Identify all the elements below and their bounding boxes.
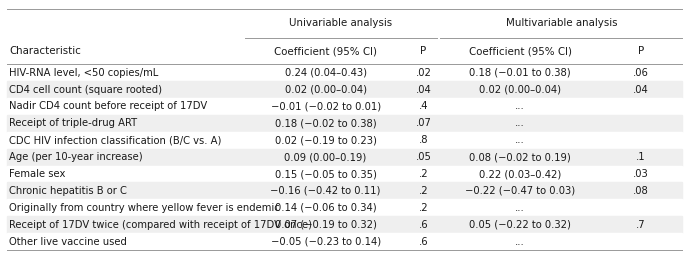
Text: −0.22 (−0.47 to 0.03): −0.22 (−0.47 to 0.03) <box>465 186 575 196</box>
Text: 0.15 (−0.05 to 0.35): 0.15 (−0.05 to 0.35) <box>275 169 376 179</box>
Text: .6: .6 <box>419 237 429 247</box>
Text: 0.22 (0.03–0.42): 0.22 (0.03–0.42) <box>479 169 561 179</box>
Bar <box>7 166 682 182</box>
Text: ...: ... <box>515 237 525 247</box>
Text: P: P <box>420 46 427 56</box>
Text: 0.24 (0.04–0.43): 0.24 (0.04–0.43) <box>284 68 367 78</box>
Bar <box>7 199 682 216</box>
Text: .04: .04 <box>633 85 649 94</box>
Text: .2: .2 <box>419 169 429 179</box>
Text: .6: .6 <box>419 220 429 230</box>
Text: ...: ... <box>515 101 525 112</box>
Bar <box>7 38 682 64</box>
Bar <box>7 216 682 233</box>
Bar <box>7 98 682 115</box>
Text: −0.05 (−0.23 to 0.14): −0.05 (−0.23 to 0.14) <box>271 237 381 247</box>
Text: Nadir CD4 count before receipt of 17DV: Nadir CD4 count before receipt of 17DV <box>9 101 207 112</box>
Bar <box>7 182 682 199</box>
Text: CDC HIV infection classification (B/C vs. A): CDC HIV infection classification (B/C vs… <box>9 135 221 145</box>
Text: .02: .02 <box>416 68 431 78</box>
Text: .2: .2 <box>419 203 429 213</box>
Text: −0.16 (−0.42 to 0.11): −0.16 (−0.42 to 0.11) <box>271 186 381 196</box>
Bar <box>7 81 682 98</box>
Text: Age (per 10-year increase): Age (per 10-year increase) <box>9 152 142 162</box>
Text: Multivariable analysis: Multivariable analysis <box>506 18 617 28</box>
Bar <box>7 115 682 132</box>
Text: .06: .06 <box>633 68 649 78</box>
Text: Coefficient (95% CI): Coefficient (95% CI) <box>274 46 377 56</box>
Bar <box>7 64 682 81</box>
Bar <box>7 149 682 166</box>
Text: 0.02 (−0.19 to 0.23): 0.02 (−0.19 to 0.23) <box>275 135 376 145</box>
Text: Univariable analysis: Univariable analysis <box>289 18 392 28</box>
Text: ...: ... <box>515 118 525 128</box>
Text: .2: .2 <box>419 186 429 196</box>
Text: Originally from country where yellow fever is endemic: Originally from country where yellow fev… <box>9 203 280 213</box>
Text: P: P <box>638 46 644 56</box>
Text: 0.02 (0.00–0.04): 0.02 (0.00–0.04) <box>479 85 561 94</box>
Text: .04: .04 <box>416 85 431 94</box>
Text: ...: ... <box>515 135 525 145</box>
Text: 0.05 (−0.22 to 0.32): 0.05 (−0.22 to 0.32) <box>469 220 571 230</box>
Text: 0.08 (−0.02 to 0.19): 0.08 (−0.02 to 0.19) <box>469 152 571 162</box>
Text: .05: .05 <box>416 152 431 162</box>
Text: Female sex: Female sex <box>9 169 65 179</box>
Text: .7: .7 <box>636 220 646 230</box>
Text: −0.01 (−0.02 to 0.01): −0.01 (−0.02 to 0.01) <box>271 101 381 112</box>
Text: 0.14 (−0.06 to 0.34): 0.14 (−0.06 to 0.34) <box>275 203 376 213</box>
Text: HIV-RNA level, <50 copies/mL: HIV-RNA level, <50 copies/mL <box>9 68 158 78</box>
Text: .07: .07 <box>416 118 431 128</box>
Text: CD4 cell count (square rooted): CD4 cell count (square rooted) <box>9 85 162 94</box>
Text: 0.18 (−0.02 to 0.38): 0.18 (−0.02 to 0.38) <box>275 118 376 128</box>
Text: .8: .8 <box>419 135 428 145</box>
Text: Characteristic: Characteristic <box>9 46 81 56</box>
Text: .4: .4 <box>419 101 428 112</box>
Text: ...: ... <box>515 203 525 213</box>
Text: Receipt of 17DV twice (compared with receipt of 17DV once): Receipt of 17DV twice (compared with rec… <box>9 220 312 230</box>
Bar <box>7 132 682 149</box>
Text: Other live vaccine used: Other live vaccine used <box>9 237 127 247</box>
Text: .1: .1 <box>636 152 646 162</box>
Text: .08: .08 <box>633 186 649 196</box>
Text: .03: .03 <box>633 169 649 179</box>
Text: Chronic hepatitis B or C: Chronic hepatitis B or C <box>9 186 127 196</box>
Bar <box>7 9 682 38</box>
Text: 0.18 (−0.01 to 0.38): 0.18 (−0.01 to 0.38) <box>469 68 571 78</box>
Text: Coefficient (95% CI): Coefficient (95% CI) <box>469 46 572 56</box>
Text: 0.09 (0.00–0.19): 0.09 (0.00–0.19) <box>284 152 367 162</box>
Text: Receipt of triple-drug ART: Receipt of triple-drug ART <box>9 118 137 128</box>
Text: 0.02 (0.00–0.04): 0.02 (0.00–0.04) <box>284 85 367 94</box>
Bar <box>7 233 682 250</box>
Text: 0.07 (−0.19 to 0.32): 0.07 (−0.19 to 0.32) <box>275 220 376 230</box>
